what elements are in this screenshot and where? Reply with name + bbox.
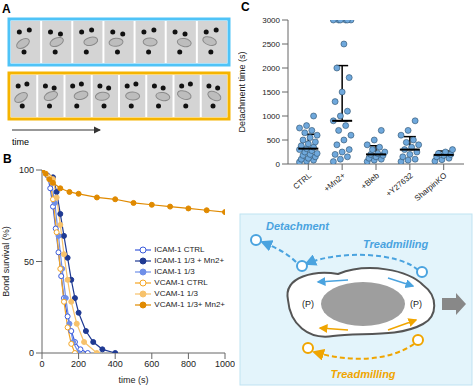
svg-text:0: 0 <box>39 359 44 369</box>
svg-text:time: time <box>12 137 29 147</box>
svg-text:800: 800 <box>181 359 196 369</box>
svg-text:(P): (P) <box>410 299 422 309</box>
html-text:VCAM-1 1/3: VCAM-1 1/3 <box>154 289 198 298</box>
html-text:ICAM-1 1/3: ICAM-1 1/3 <box>154 267 195 276</box>
svg-text:2000: 2000 <box>262 64 280 73</box>
svg-text:time (s): time (s) <box>119 375 149 385</box>
html-text:VCAM-1 CTRL: VCAM-1 CTRL <box>154 278 208 287</box>
svg-text:1500: 1500 <box>262 88 280 97</box>
svg-text:3000: 3000 <box>262 16 280 25</box>
html-text:VCAM-1 1/3+ Mn2+: VCAM-1 1/3+ Mn2+ <box>154 300 225 309</box>
svg-text:0: 0 <box>276 160 281 169</box>
svg-text:500: 500 <box>267 136 281 145</box>
svg-text:+Mn2+: +Mn2+ <box>322 171 347 194</box>
svg-text:+Bleb: +Bleb <box>359 171 381 192</box>
svg-text:1000: 1000 <box>262 112 280 121</box>
html-text:C: C <box>241 0 250 14</box>
svg-text:1000: 1000 <box>215 359 235 369</box>
svg-text:200: 200 <box>71 359 86 369</box>
html-text:B: B <box>3 152 12 166</box>
svg-text:Treadmilling: Treadmilling <box>330 368 395 380</box>
svg-text:0: 0 <box>29 348 34 358</box>
svg-text:+Y27632: +Y27632 <box>384 171 415 199</box>
svg-text:100: 100 <box>19 165 34 175</box>
svg-text:600: 600 <box>144 359 159 369</box>
svg-text:(P): (P) <box>302 299 314 309</box>
svg-text:Detachment: Detachment <box>266 220 330 232</box>
html-text:ICAM-1 CTRL: ICAM-1 CTRL <box>154 245 205 254</box>
svg-text:Bond survival (%): Bond survival (%) <box>1 226 11 297</box>
svg-text:A: A <box>2 2 11 16</box>
svg-text:50: 50 <box>24 257 34 267</box>
html-text:ICAM-1 1/3 + Mn2+: ICAM-1 1/3 + Mn2+ <box>154 256 225 265</box>
svg-text:SharpinKO: SharpinKO <box>413 171 449 203</box>
svg-text:400: 400 <box>108 359 123 369</box>
svg-text:Detachment time (s): Detachment time (s) <box>238 51 247 132</box>
svg-text:2500: 2500 <box>262 40 280 49</box>
svg-text:Treadmilling: Treadmilling <box>363 238 428 250</box>
svg-text:CTRL: CTRL <box>291 171 313 192</box>
